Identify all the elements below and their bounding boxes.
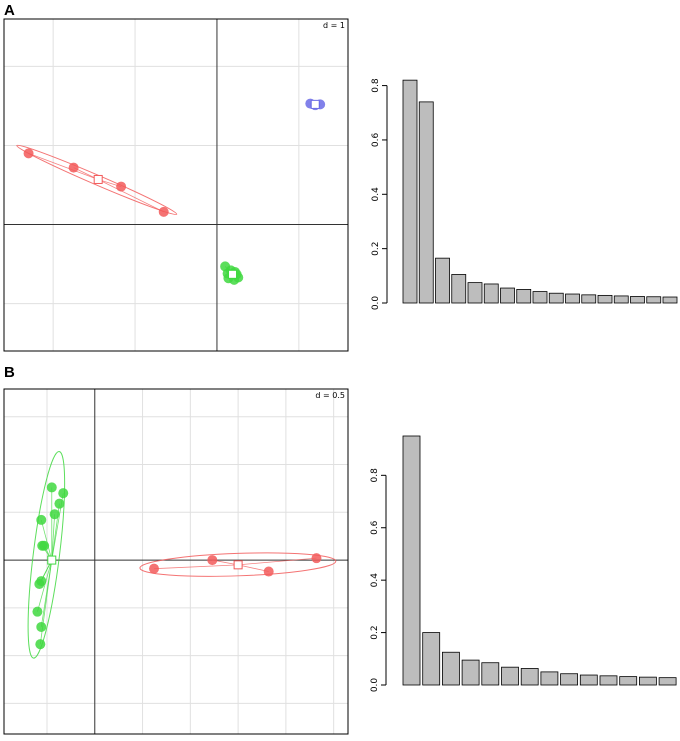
panel-b-group-green: [27, 450, 69, 659]
panel-a-bar: [500, 287, 515, 304]
panel-a-data-point: [158, 206, 169, 217]
panel-a-data-point: [116, 181, 127, 192]
panel-a-bar: [597, 294, 613, 304]
panel-b-data-point: [49, 509, 60, 520]
panel-b-plot-background: [4, 389, 348, 734]
panel-a-group-red: [16, 144, 178, 217]
panel-a-y-tick-label: 0.4: [371, 187, 381, 202]
panel-b-bar: [501, 666, 519, 686]
panel-b-data-point: [263, 566, 274, 577]
panel-b-cluster-ellipse: [27, 450, 66, 659]
panel-b-data-point: [311, 553, 322, 564]
panel-b-data-point: [46, 482, 57, 493]
panel-b-star-line: [238, 564, 269, 572]
panel-a-bar: [418, 101, 434, 304]
panel-b-data-point: [149, 563, 160, 574]
panel-b-bar: [560, 673, 578, 686]
panel-a-plot-border: [3, 18, 349, 352]
panel-b-data-point: [35, 639, 46, 650]
panel-a-bar: [516, 289, 532, 304]
panel-a-bar: [483, 283, 499, 304]
panel-a-bar: [467, 282, 483, 304]
panel-b-star-line: [51, 514, 56, 561]
panel-b-data-point: [36, 514, 47, 525]
panel-a-bar: [402, 79, 418, 304]
panel-b-bar: [658, 677, 677, 686]
panel-b-bar: [599, 675, 618, 686]
panel-b-y-tick-label: 0.4: [370, 573, 380, 588]
panel-a-center-marker: [310, 99, 320, 109]
panel-b-bar: [461, 659, 480, 686]
panel-a-group-blue: M: [305, 98, 326, 111]
panel-b-scatter: d = 0.5: [3, 388, 349, 735]
panel-a-data-point: [23, 148, 34, 159]
panel-b-barchart: 0.0 0.2 0.4 0.6 0.8: [370, 435, 677, 693]
panel-a-data-point: [68, 162, 79, 173]
panel-a-center-marker: [93, 174, 103, 184]
panel-a-y-tick-label: 0.8: [371, 78, 381, 93]
panel-a-letter: A: [4, 2, 15, 19]
panel-a-bar: [548, 292, 564, 304]
panel-a-bar: [532, 291, 548, 304]
panel-a-y-tick-label: 0.6: [371, 133, 381, 148]
panel-b-bar: [579, 674, 598, 686]
panel-a-group-green: [220, 261, 244, 285]
panel-b-data-point: [54, 498, 65, 509]
panel-b-y-tick-label: 0.6: [370, 520, 380, 535]
panel-b-data-point: [39, 540, 50, 551]
panel-a-star-line: [28, 153, 99, 180]
panel-b-star-line: [37, 559, 53, 612]
panel-b-center-marker: [47, 555, 57, 565]
panel-a-plot-background: [4, 19, 348, 351]
panel-b-bar: [441, 651, 460, 686]
panel-b-star-line: [154, 564, 239, 570]
panel-b-star-line: [40, 519, 53, 561]
panel-a-bar: [435, 257, 450, 304]
panel-b-scale-label: d = 0.5: [315, 391, 345, 400]
panel-a-bar: [581, 294, 597, 304]
panel-b-y-tick-label: 0.2: [370, 625, 380, 639]
panel-a-bar: [662, 296, 678, 304]
panel-b-bar: [520, 668, 539, 686]
panel-a-bar: [565, 293, 580, 304]
panel-a-bar: [646, 296, 662, 304]
panel-b-bar: [619, 676, 638, 686]
panel-b-bar: [639, 676, 657, 686]
panel-a-scatter: Md = 1: [3, 18, 349, 352]
panel-a-bar: [613, 295, 629, 304]
panel-b-data-point: [32, 606, 43, 617]
panel-b-data-point: [36, 621, 47, 632]
panel-b-data-point: [207, 555, 218, 566]
panel-b-bar: [402, 435, 421, 686]
panel-b-plot-border: [3, 388, 349, 735]
panel-a-y-tick-label: 0.0: [371, 296, 381, 311]
panel-b-bar: [540, 671, 559, 686]
panel-a-y-tick-label: 0.2: [371, 241, 381, 255]
panel-a-barchart: 0.0 0.2 0.4 0.6 0.8: [371, 78, 678, 311]
panel-b-star-line: [238, 557, 317, 566]
panel-b-y-tick-label: 0.8: [370, 468, 380, 483]
panel-b-group-red: [139, 552, 337, 577]
panel-a-center-label: M: [311, 101, 319, 111]
panel-b-y-tick-label: 0.0: [370, 678, 380, 693]
panel-a-star-line: [98, 179, 164, 213]
panel-b-data-point: [34, 578, 45, 589]
panel-b-cluster-ellipse: [139, 552, 337, 577]
panel-a-bar: [451, 274, 467, 304]
panel-b-center-marker: [233, 560, 243, 570]
panel-a-bar: [630, 296, 645, 304]
panel-b-letter: B: [4, 364, 15, 381]
panel-b-data-point: [58, 488, 69, 499]
panel-b-bar: [481, 662, 500, 686]
panel-b-bar: [422, 632, 441, 686]
panel-a-scale-label: d = 1: [323, 21, 345, 30]
panel-a-center-marker: [228, 269, 238, 279]
